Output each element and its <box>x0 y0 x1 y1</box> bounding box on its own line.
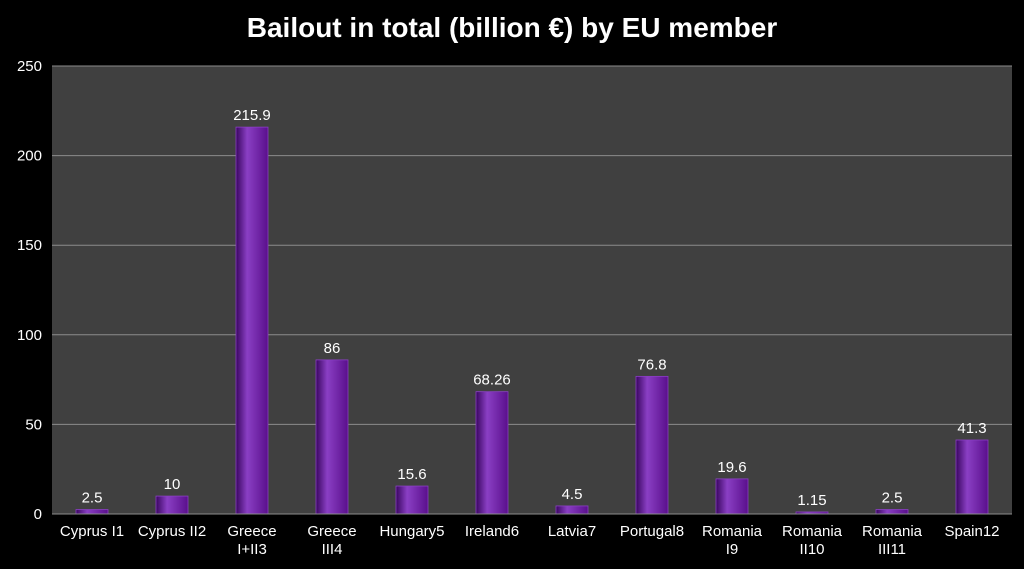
data-label: 215.9 <box>233 107 271 124</box>
data-label: 1.15 <box>797 492 826 509</box>
data-label: 15.6 <box>397 466 426 483</box>
data-label: 2.5 <box>882 490 903 507</box>
bar <box>475 391 509 515</box>
x-tick-label: Romania II10 <box>782 523 843 558</box>
data-label: 4.5 <box>562 486 583 503</box>
x-tick-label: Portugal8 <box>620 523 684 540</box>
data-labels: 2.5 10 215.9 86 15.6 68.26 4.5 76.8 19.6 1.15 2.5 4… <box>82 107 987 509</box>
y-tick-label: 150 <box>17 237 42 254</box>
data-label: 41.3 <box>957 420 986 437</box>
x-tick-label: Spain12 <box>944 523 999 540</box>
x-tick-label: Ireland6 <box>465 523 519 540</box>
x-tick-label: Greece III4 <box>307 523 356 558</box>
bar <box>555 505 589 515</box>
bars <box>75 126 989 515</box>
plot-area <box>52 66 1012 514</box>
x-axis-category-labels: Cyprus I1 Cyprus II2 Greece I+II3 Greece III4… <box>60 523 1000 558</box>
bar <box>395 485 429 515</box>
y-tick-label: 200 <box>17 148 42 165</box>
bar <box>75 509 109 515</box>
chart-title: Bailout in total (billion €) by EU membe… <box>246 12 778 43</box>
bar <box>155 495 189 515</box>
x-tick-label: Cyprus II2 <box>138 523 206 540</box>
grid-lines <box>52 65 1012 425</box>
bar <box>635 375 669 515</box>
bar <box>875 509 909 515</box>
y-axis-tick-labels: 0 50 100 150 200 250 <box>17 58 42 523</box>
x-tick-label: Cyprus I1 <box>60 523 124 540</box>
bar <box>955 439 989 515</box>
x-tick-label: Latvia7 <box>548 523 596 540</box>
y-tick-label: 250 <box>17 58 42 75</box>
x-tick-label: Romania III11 <box>862 523 923 558</box>
data-label: 68.26 <box>473 372 511 389</box>
bar <box>715 478 749 515</box>
bar <box>235 126 269 515</box>
y-tick-label: 100 <box>17 327 42 344</box>
bar <box>315 359 349 515</box>
data-label: 86 <box>324 340 341 357</box>
x-tick-label: Romania I9 <box>702 523 763 558</box>
data-label: 10 <box>164 476 181 493</box>
data-label: 2.5 <box>82 490 103 507</box>
y-tick-label: 0 <box>34 506 42 523</box>
y-tick-label: 50 <box>25 416 42 433</box>
x-tick-label: Greece I+II3 <box>227 523 276 558</box>
data-label: 76.8 <box>637 356 666 373</box>
data-label: 19.6 <box>717 459 746 476</box>
x-tick-label: Hungary5 <box>379 523 444 540</box>
